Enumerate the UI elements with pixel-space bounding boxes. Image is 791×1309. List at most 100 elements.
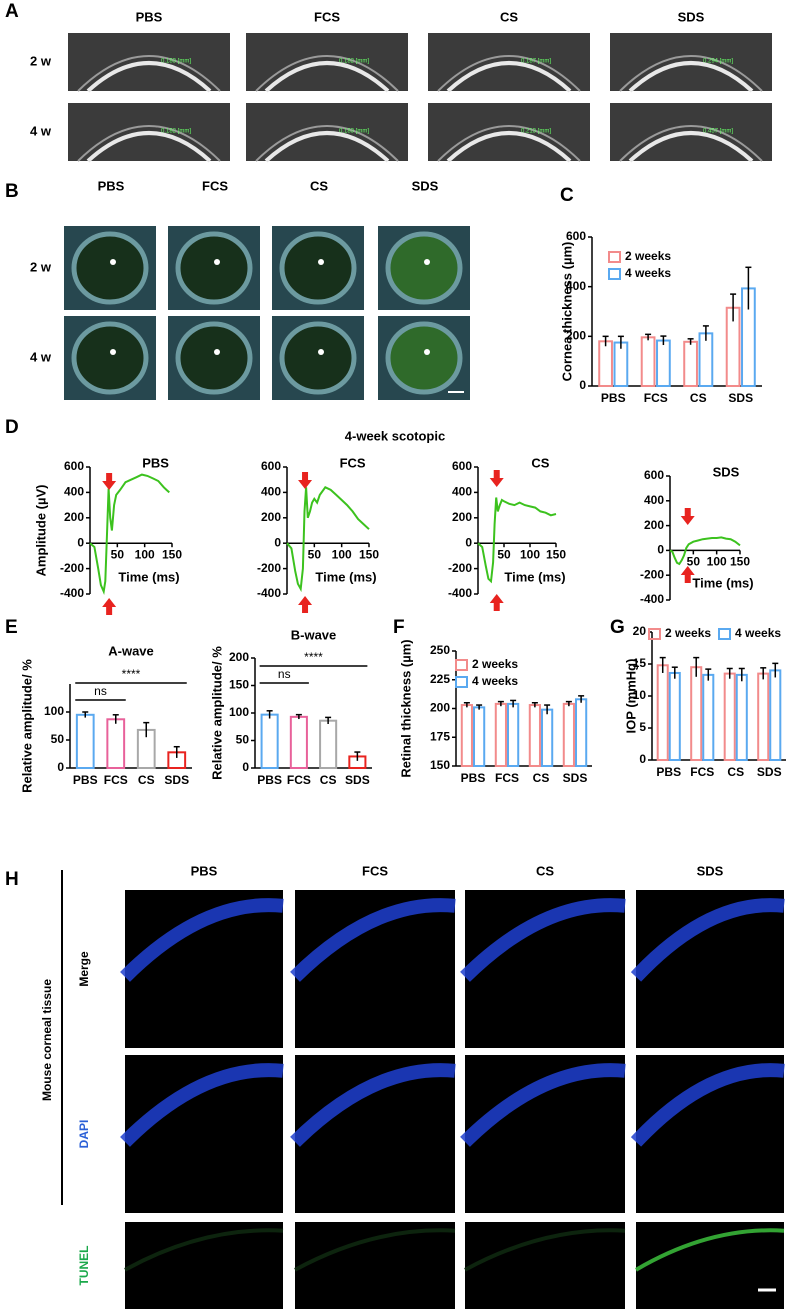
chart-title: SDS: [713, 464, 740, 479]
cornea-arc: [77, 125, 221, 162]
y-tick-label: 0: [274, 535, 281, 549]
panel-label: C: [560, 185, 574, 206]
cornea-arc: [255, 125, 399, 162]
fluorescence-image: [295, 1222, 455, 1309]
cornea-arc: [437, 125, 581, 162]
reflection: [424, 259, 430, 265]
reflection: [110, 259, 116, 265]
cornea-arc: [619, 55, 763, 92]
x-tick-label: PBS: [257, 773, 282, 787]
thickness-measure: 0.213 [mm]: [521, 128, 551, 134]
tissue-band: [630, 898, 785, 982]
legend-label: 4 weeks: [735, 626, 781, 640]
bar: [683, 340, 698, 387]
y-tick-label: 0: [77, 535, 84, 549]
reflection: [110, 349, 116, 355]
y-axis-label: Amplitude (µV): [33, 485, 48, 577]
thickness-measure: 0.182 [mm]: [339, 58, 369, 64]
cornea-arc: [264, 131, 390, 163]
arrow-up: [680, 566, 695, 583]
chart-title: CS: [531, 455, 549, 470]
bar: [473, 706, 486, 767]
y-tick-label: 0: [657, 543, 664, 557]
bar: [319, 719, 338, 770]
significance-label: ****: [304, 650, 323, 664]
eye: [279, 321, 357, 395]
y-tick-label: 0: [465, 535, 472, 549]
bar: [541, 708, 554, 768]
y-tick-label: 225: [430, 672, 450, 686]
bar: [260, 713, 279, 770]
row-label: 4 w: [30, 349, 52, 364]
x-tick-label: PBS: [73, 773, 98, 787]
column-header: PBS: [136, 9, 163, 24]
y-tick-label: 600: [644, 468, 664, 482]
x-tick-label: PBS: [656, 765, 681, 779]
tissue-band: [120, 898, 284, 982]
fluorescence-image: [125, 1222, 283, 1309]
thickness-measure: 0.183 [mm]: [339, 128, 369, 134]
x-tick-label: 50: [687, 555, 701, 569]
chart-title: A-wave: [108, 643, 154, 658]
y-tick-label: -400: [60, 586, 84, 600]
y-tick-label: 250: [430, 643, 450, 657]
legend-swatch: [608, 251, 621, 263]
x-tick-label: FCS: [104, 773, 128, 787]
x-tick-label: 50: [497, 547, 511, 561]
column-header: SDS: [697, 863, 724, 878]
y-tick-label: 100: [229, 705, 249, 719]
row-label: TUNEL: [77, 1246, 91, 1286]
y-tick-label: 400: [644, 493, 664, 507]
y-tick-label: 150: [430, 758, 450, 772]
y-tick-label: -200: [640, 567, 664, 581]
x-axis-label: Time (ms): [118, 569, 179, 584]
y-tick-label: 400: [452, 485, 472, 499]
tissue-band: [634, 1228, 785, 1272]
bar: [460, 704, 473, 767]
arrow-down: [102, 473, 117, 490]
y-tick-label: 200: [430, 701, 450, 715]
x-tick-label: 100: [707, 555, 727, 569]
tissue-band: [294, 1228, 456, 1272]
chart-title: PBS: [142, 455, 169, 470]
column-header: SDS: [412, 178, 439, 193]
x-tick-label: PBS: [601, 391, 626, 405]
eye: [71, 321, 149, 395]
y-tick-label: 200: [261, 510, 281, 524]
x-tick-label: PBS: [461, 771, 486, 785]
tissue-band: [630, 1063, 785, 1147]
x-tick-label: 150: [546, 547, 566, 561]
arrow-down: [489, 470, 504, 487]
bar: [698, 332, 714, 387]
x-tick-label: 50: [308, 547, 322, 561]
legend-swatch: [455, 659, 468, 671]
x-tick-label: 50: [111, 547, 125, 561]
x-tick-label: FCS: [644, 391, 668, 405]
bar: [75, 713, 95, 769]
tissue-band: [290, 898, 456, 982]
y-tick-label: 100: [44, 704, 64, 718]
x-tick-label: 100: [332, 547, 352, 561]
legend-label: 4 weeks: [625, 266, 671, 280]
tissue-band: [464, 1228, 626, 1272]
cornea-arc: [77, 55, 221, 92]
reflection: [424, 349, 430, 355]
column-header: PBS: [98, 178, 125, 193]
bar: [507, 702, 520, 768]
column-header: FCS: [314, 9, 340, 24]
x-axis-label: Time (ms): [504, 569, 565, 584]
fluorescence-image: [465, 1222, 625, 1309]
legend-swatch: [608, 268, 621, 280]
tissue-band: [460, 1063, 626, 1147]
y-tick-label: -400: [257, 586, 281, 600]
x-tick-label: FCS: [495, 771, 519, 785]
panel-title: 4-week scotopic: [345, 428, 445, 443]
y-axis-label: Relative amplitude/ %: [19, 659, 34, 793]
x-tick-label: 100: [135, 547, 155, 561]
y-tick-label: 200: [229, 650, 249, 664]
x-tick-label: SDS: [345, 773, 370, 787]
y-tick-label: 50: [236, 733, 250, 747]
cornea-arc: [255, 55, 399, 92]
significance-label: ****: [122, 667, 141, 681]
x-tick-label: SDS: [757, 765, 782, 779]
